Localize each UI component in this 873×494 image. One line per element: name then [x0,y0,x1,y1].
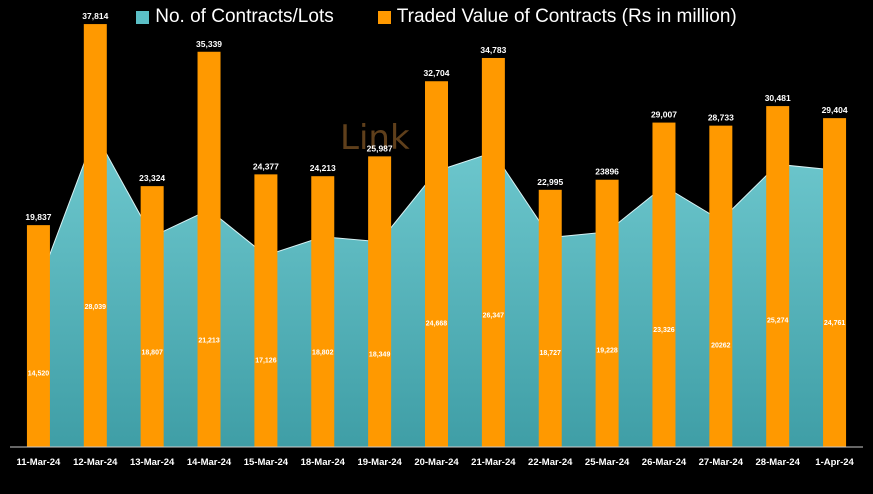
traded-value-bar [311,176,335,447]
traded-value-bar [481,57,505,447]
traded-value-bar [83,24,107,448]
traded-value-label: 24,213 [310,163,336,173]
x-tick-label: 19-Mar-24 [357,457,402,468]
traded-value-bar [425,81,448,448]
contracts-label: 19,228 [596,347,618,354]
x-tick-label: 28-Mar-24 [756,457,801,468]
x-tick-label: 27-Mar-24 [699,457,744,468]
x-tick-label: 1-Apr-24 [815,457,854,468]
traded-value-label: 28,733 [708,113,734,123]
traded-value-label: 34,783 [480,45,506,55]
contracts-label: 25,274 [767,318,789,325]
contracts-label: 20262 [711,342,731,349]
legend-swatch-contracts [136,10,150,24]
traded-value-bar [595,179,619,447]
contracts-label: 18,802 [312,349,334,356]
x-tick-label: 11-Mar-24 [17,457,62,468]
legend-label-contracts: No. of Contracts/Lots [155,6,334,27]
contracts-label: 18,727 [540,350,562,357]
legend-swatch-traded-value [377,10,391,24]
legend: No. of Contracts/Lots Traded Value of Co… [0,6,873,28]
contracts-label: 14,520 [28,371,50,378]
traded-value-bar [254,174,278,448]
x-tick-label: 14-Mar-24 [187,457,232,468]
x-tick-label: 22-Mar-24 [528,457,573,468]
traded-value-label: 25,987 [367,143,393,153]
traded-value-label: 19,837 [25,212,51,222]
traded-value-label: 24,377 [253,161,279,171]
legend-item-traded-value: Traded Value of Contracts (Rs in million… [377,6,737,28]
contracts-label: 21,213 [198,338,220,345]
traded-value-label: 22,995 [537,177,563,187]
contracts-label: 18,807 [141,349,163,356]
x-tick-label: 12-Mar-24 [73,457,118,468]
x-tick-label: 25-Mar-24 [585,457,630,468]
x-tick-label: 21-Mar-24 [471,457,516,468]
traded-value-bar [766,106,790,447]
traded-value-label: 32,704 [424,68,450,78]
legend-label-traded-value: Traded Value of Contracts (Rs in million… [396,6,737,27]
traded-value-label: 30,481 [765,93,791,103]
x-tick-label: 26-Mar-24 [642,457,687,468]
contracts-label: 17,126 [255,358,277,365]
traded-value-label: 23896 [595,167,619,177]
traded-value-bar [538,189,562,447]
traded-value-bar [823,118,847,448]
contracts-label: 23,326 [653,327,675,334]
traded-value-label: 29,007 [651,110,677,120]
traded-value-bar [26,225,50,447]
traded-value-bar [368,156,392,447]
x-tick-label: 13-Mar-24 [130,457,175,468]
contracts-label: 24,761 [824,320,846,327]
traded-value-bar [709,125,733,448]
traded-value-label: 37,814 [82,11,108,21]
x-tick-label: 20-Mar-24 [414,457,459,468]
x-tick-label: 15-Mar-24 [244,457,289,468]
watermark-logo: Link [340,118,410,158]
traded-value-bar [140,186,164,448]
x-tick-label: 18-Mar-24 [301,457,346,468]
contracts-label: 26,347 [483,312,505,319]
traded-value-bar [652,122,676,448]
traded-value-label: 29,404 [822,105,848,115]
traded-value-label: 35,339 [196,39,222,49]
contracts-label: 28,039 [85,304,107,311]
legend-item-contracts: No. of Contracts/Lots [136,6,334,28]
contracts-label: 24,668 [426,321,448,328]
traded-value-bar [197,51,221,448]
traded-value-label: 23,324 [139,173,165,183]
contracts-label: 18,349 [369,352,391,359]
